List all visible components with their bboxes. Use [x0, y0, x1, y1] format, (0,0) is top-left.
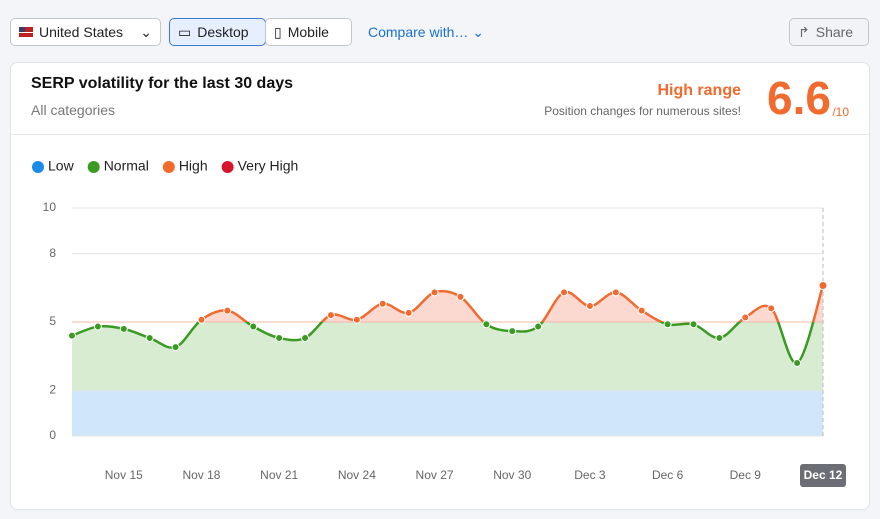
- point: [793, 359, 802, 368]
- device: Desktop: [197, 24, 249, 40]
- y-tick-label: 10: [43, 200, 57, 214]
- low-band: [72, 390, 823, 436]
- point: [145, 333, 154, 342]
- flag: [19, 27, 33, 37]
- y-tick-label: 2: [49, 383, 56, 397]
- point: [637, 306, 646, 315]
- point: [767, 304, 776, 313]
- point: [68, 331, 76, 340]
- point: [326, 311, 335, 320]
- x-tick-label: Nov 24: [338, 468, 376, 482]
- point: [275, 333, 284, 342]
- point: [741, 313, 750, 322]
- high-area: [72, 285, 823, 322]
- range-note: Position changes for numerous sites!: [544, 104, 741, 118]
- legend-label: Normal: [104, 158, 149, 174]
- compare-link[interactable]: Compare with… ⌄: [368, 24, 484, 40]
- legend-dot: [162, 161, 175, 173]
- x-tick-label: Dec 6: [652, 468, 684, 482]
- device-mobile[interactable]: ▯ Mobile: [265, 18, 352, 46]
- y-tick-label: 5: [49, 314, 56, 328]
- device: Mobile: [287, 24, 329, 40]
- country: United States: [39, 24, 124, 40]
- point: [171, 343, 180, 352]
- legend-label: High: [179, 158, 208, 174]
- point: [560, 288, 569, 297]
- legend-label: Very High: [238, 158, 299, 174]
- point: [534, 322, 543, 331]
- point: [93, 322, 102, 331]
- device-desktop[interactable]: ▭ Desktop: [169, 18, 266, 46]
- x-tick-label: Nov 27: [416, 468, 454, 482]
- x-tick-label: Nov 21: [260, 468, 298, 482]
- x-tick-label: Dec 9: [730, 468, 762, 482]
- y-tick-label: 8: [49, 246, 56, 260]
- x-tick-label: Dec 12: [804, 468, 843, 482]
- legend-label: Low: [48, 158, 75, 174]
- point: [223, 306, 232, 315]
- x-highlight: [800, 464, 846, 487]
- point: [197, 315, 206, 324]
- point: [482, 320, 491, 329]
- point: [508, 327, 517, 336]
- score: 6.6: [767, 72, 831, 124]
- title: SERP volatility for the last 30 days: [31, 75, 294, 92]
- point: [585, 302, 594, 311]
- score-scale: /10: [832, 105, 849, 119]
- point: [818, 281, 828, 291]
- range-label: High range: [657, 82, 741, 99]
- point: [378, 299, 387, 308]
- compare: Compare with…: [368, 24, 469, 40]
- point: [430, 288, 439, 297]
- point: [715, 333, 724, 342]
- share: Share: [815, 24, 854, 40]
- line-normal: [71, 322, 815, 365]
- y-tick-label: 0: [49, 428, 56, 442]
- x-tick-label: Nov 30: [493, 468, 531, 482]
- point: [301, 333, 310, 342]
- point: [404, 308, 413, 317]
- normal-area: [72, 322, 823, 391]
- subtitle: All categories: [31, 102, 116, 118]
- point: [611, 288, 620, 297]
- point: [352, 315, 361, 324]
- point: [249, 322, 258, 331]
- legend-dot: [32, 161, 44, 173]
- x-tick-label: Nov 18: [182, 468, 220, 482]
- x-tick-label: Dec 3: [574, 468, 606, 482]
- share-button[interactable]: ↱ Share: [789, 18, 869, 46]
- point: [663, 320, 672, 329]
- point: [689, 320, 698, 329]
- x-tick-label: Nov 15: [105, 468, 143, 482]
- country-select[interactable]: United States ⌄: [10, 18, 161, 46]
- legend-dot: [87, 161, 100, 173]
- legend-dot: [221, 161, 234, 173]
- point: [456, 292, 465, 301]
- point: [119, 324, 128, 333]
